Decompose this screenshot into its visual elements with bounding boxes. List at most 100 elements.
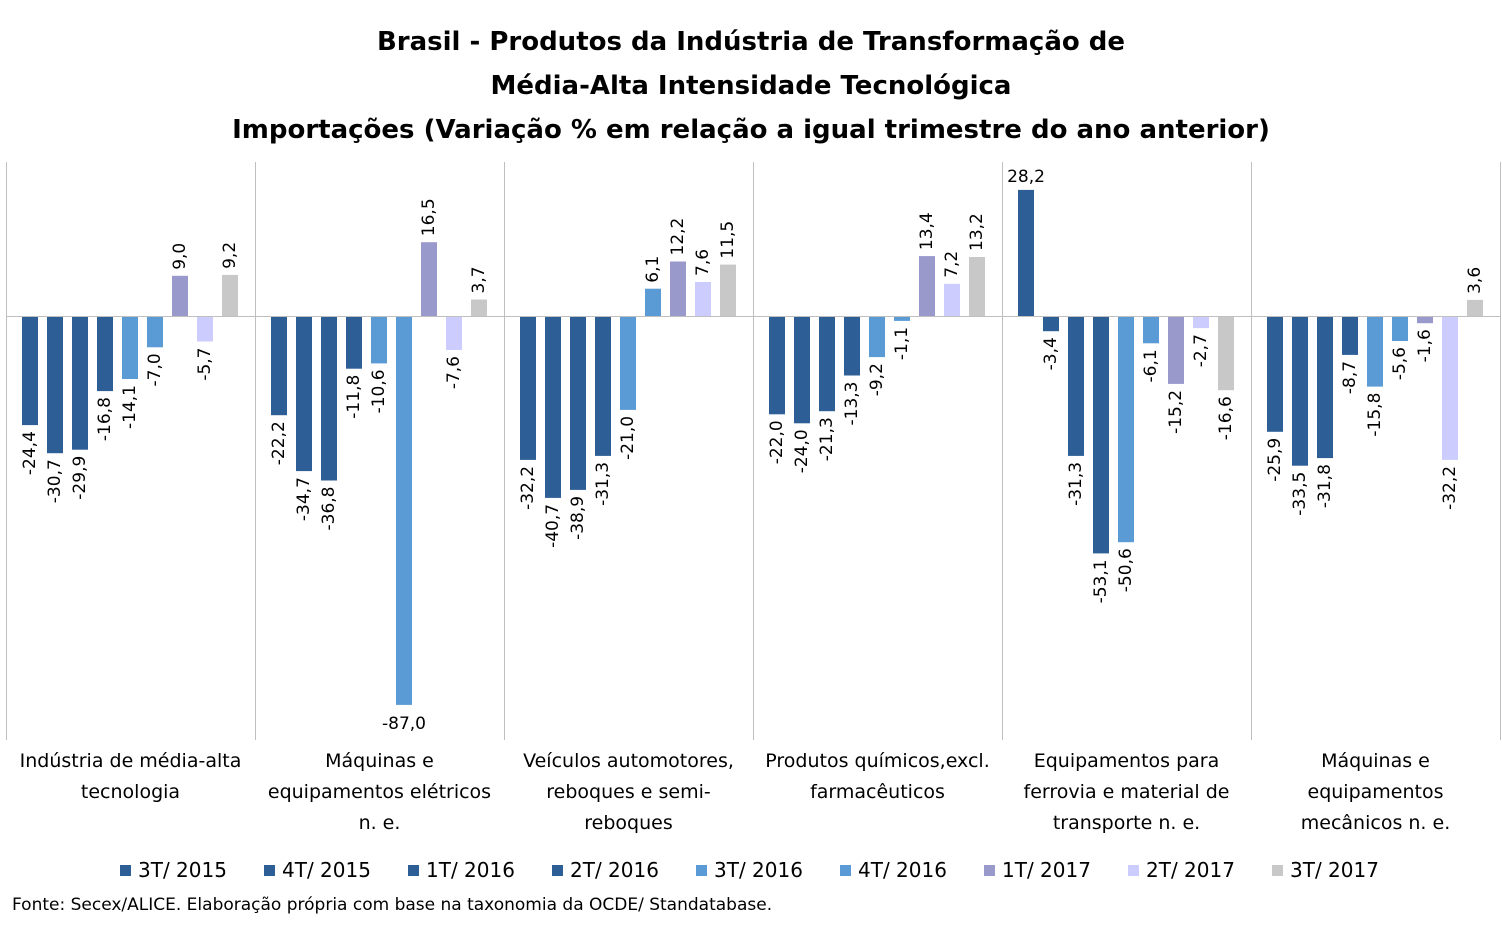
data-label: -31,3 bbox=[593, 462, 613, 506]
data-label: -87,0 bbox=[382, 714, 426, 734]
bar bbox=[122, 316, 138, 379]
data-label: -25,9 bbox=[1265, 438, 1285, 482]
bar bbox=[446, 316, 462, 350]
chart-title-line-2: Média-Alta Intensidade Tecnológica bbox=[490, 71, 1012, 101]
bar bbox=[147, 316, 163, 348]
bar bbox=[1168, 316, 1184, 384]
bar bbox=[22, 316, 38, 426]
data-label: -9,2 bbox=[867, 363, 887, 396]
legend-item: 2T/ 2016 bbox=[552, 855, 659, 885]
legend-swatch bbox=[840, 864, 851, 876]
data-label: -15,8 bbox=[1365, 393, 1385, 437]
legend-label: 1T/ 2017 bbox=[1002, 858, 1091, 882]
data-label: -21,0 bbox=[618, 416, 638, 460]
legend-swatch bbox=[984, 864, 995, 876]
category-label: Máquinas e equipamentos mecânicos n. e. bbox=[1300, 750, 1451, 834]
chart-title-line-3: Importações (Variação % em relação a igu… bbox=[232, 115, 1270, 145]
bar bbox=[97, 316, 113, 392]
data-label: -16,6 bbox=[1216, 396, 1236, 440]
data-label: -29,9 bbox=[70, 456, 90, 500]
data-label: -11,8 bbox=[344, 375, 364, 419]
bar bbox=[1317, 316, 1333, 459]
legend-label: 3T/ 2016 bbox=[714, 858, 803, 882]
bar bbox=[1143, 316, 1159, 344]
bar bbox=[1342, 316, 1358, 355]
data-label: 13,4 bbox=[917, 212, 937, 250]
bar bbox=[794, 316, 810, 424]
data-label: 12,2 bbox=[668, 218, 688, 256]
bar bbox=[1292, 316, 1308, 466]
bar bbox=[1068, 316, 1084, 456]
data-label: -33,5 bbox=[1290, 472, 1310, 516]
data-label: -22,0 bbox=[767, 420, 787, 464]
category-label: Indústria de média-alta tecnologia bbox=[19, 750, 242, 803]
bar bbox=[520, 316, 536, 460]
data-label: -36,8 bbox=[319, 487, 339, 531]
legend-label: 3T/ 2015 bbox=[138, 858, 227, 882]
data-label: -24,4 bbox=[20, 431, 40, 475]
data-label: 16,5 bbox=[419, 198, 439, 236]
legend-swatch bbox=[1128, 864, 1139, 876]
data-label: -5,7 bbox=[195, 348, 215, 381]
bar bbox=[720, 264, 736, 316]
bar bbox=[346, 316, 362, 369]
legend-item: 4T/ 2016 bbox=[840, 855, 947, 885]
data-label: -31,8 bbox=[1315, 464, 1335, 508]
data-label: -22,2 bbox=[269, 421, 289, 465]
bar bbox=[1392, 316, 1408, 341]
legend-item: 1T/ 2016 bbox=[408, 855, 515, 885]
data-label: -1,1 bbox=[892, 327, 912, 360]
legend-item: 3T/ 2017 bbox=[1272, 855, 1379, 885]
bar bbox=[869, 316, 885, 358]
category-label: Produtos químicos,excl. farmacêuticos bbox=[765, 750, 990, 803]
bar bbox=[545, 316, 561, 498]
data-label: -6,1 bbox=[1141, 349, 1161, 382]
data-label: 13,2 bbox=[967, 213, 987, 251]
data-label: -53,1 bbox=[1091, 559, 1111, 603]
data-label: -30,7 bbox=[45, 459, 65, 503]
bar bbox=[894, 316, 910, 321]
chart-legend: 3T/ 2015 4T/ 2015 1T/ 2016 2T/ 2016 3T/ 2016… bbox=[120, 855, 1400, 885]
bar bbox=[296, 316, 312, 472]
data-label: -10,6 bbox=[369, 369, 389, 413]
legend-label: 4T/ 2015 bbox=[282, 858, 371, 882]
legend-swatch bbox=[120, 864, 131, 876]
data-label: -50,6 bbox=[1116, 548, 1136, 592]
bar bbox=[944, 283, 960, 316]
bar bbox=[769, 316, 785, 415]
bar bbox=[919, 256, 935, 316]
source-note: Fonte: Secex/ALICE. Elaboração própria c… bbox=[12, 895, 773, 915]
legend-item: 4T/ 2015 bbox=[264, 855, 371, 885]
chart-title-line-1: Brasil - Produtos da Indústria de Transf… bbox=[376, 27, 1126, 57]
data-label: 11,5 bbox=[718, 221, 738, 259]
bar bbox=[471, 299, 487, 316]
data-label: -32,2 bbox=[1440, 466, 1460, 510]
category-label: Veículos automotores, reboques e semi-re… bbox=[523, 750, 734, 834]
bar bbox=[47, 316, 63, 454]
data-label: 3,7 bbox=[469, 266, 489, 293]
bar bbox=[1093, 316, 1109, 554]
data-label: -1,6 bbox=[1415, 329, 1435, 362]
bar bbox=[819, 316, 835, 412]
legend-swatch bbox=[264, 864, 275, 876]
bar bbox=[670, 261, 686, 316]
data-label: -3,4 bbox=[1041, 337, 1061, 370]
data-label: -13,3 bbox=[842, 382, 862, 426]
data-label: -32,2 bbox=[518, 466, 538, 510]
data-label: 9,0 bbox=[170, 243, 190, 270]
bar bbox=[1417, 316, 1433, 324]
bar bbox=[620, 316, 636, 410]
legend-swatch bbox=[1272, 864, 1283, 876]
legend-swatch bbox=[696, 864, 707, 876]
legend-label: 4T/ 2016 bbox=[858, 858, 947, 882]
legend-label: 2T/ 2017 bbox=[1146, 858, 1235, 882]
legend-label: 1T/ 2016 bbox=[426, 858, 515, 882]
bar bbox=[1043, 316, 1059, 332]
legend-swatch bbox=[408, 864, 419, 876]
legend-item: 3T/ 2016 bbox=[696, 855, 803, 885]
bar bbox=[72, 316, 88, 450]
data-label: -34,7 bbox=[294, 477, 314, 521]
legend-label: 2T/ 2016 bbox=[570, 858, 659, 882]
bar bbox=[1218, 316, 1234, 391]
